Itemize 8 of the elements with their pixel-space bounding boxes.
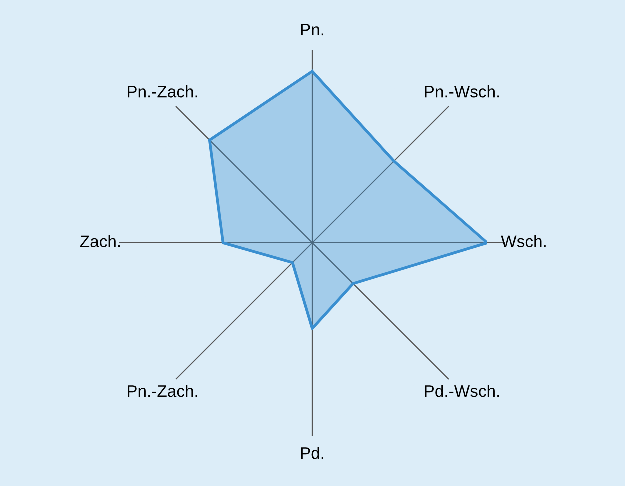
spoke-label: Zach. <box>80 235 120 248</box>
spoke-label: Pn.-Zach. <box>128 85 198 98</box>
spoke-label: Pn. <box>301 24 324 36</box>
spoke-label: Wsch. <box>501 235 546 248</box>
spoke-label: Pn.-Wsch. <box>425 85 500 98</box>
spoke-label: Pd.-Wsch. <box>425 384 500 398</box>
spoke-label: Pd. <box>301 446 324 460</box>
spoke-label: Pn.-Zach. <box>128 384 198 398</box>
